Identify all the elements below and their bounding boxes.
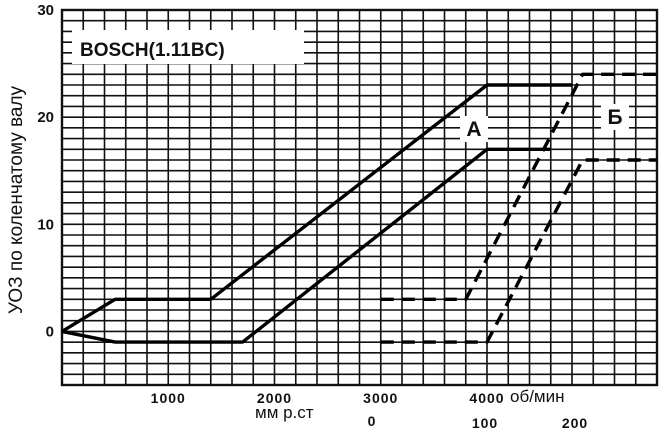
x-vacuum-tick-label: 100 xyxy=(472,415,498,431)
y-axis-title: УОЗ по коленчатому валу xyxy=(6,85,27,314)
x-rpm-tick-label: 3000 xyxy=(363,390,398,406)
series-label: А xyxy=(466,118,481,141)
x-rpm-tick-label: 2000 xyxy=(257,390,292,406)
vacuum-unit-label: мм р.ст xyxy=(255,403,314,422)
series-line-2-1 xyxy=(380,72,657,301)
y-tick-label: 20 xyxy=(37,109,54,126)
y-tick-label: 30 xyxy=(37,2,54,19)
tick-labels: 0 10 20 30 1000 2000 3000 4000 0 100 200 xyxy=(37,2,588,431)
box-label-background xyxy=(72,30,304,64)
series-layer: АБ xyxy=(61,72,657,344)
x-vacuum-tick-label: 0 xyxy=(368,413,377,429)
grid xyxy=(61,9,658,386)
y-tick-label: 0 xyxy=(46,323,54,340)
series-label-background xyxy=(460,116,488,142)
series-line-1-2 xyxy=(61,147,551,344)
y-tick-label: 10 xyxy=(37,216,54,233)
plot-frame xyxy=(60,8,659,387)
x-rpm-tick-label: 1000 xyxy=(151,390,186,406)
box-label-group: BOSCH(1.11BC) xyxy=(72,30,304,64)
box-label: BOSCH(1.11BC) xyxy=(80,40,225,61)
series-label: Б xyxy=(607,106,622,129)
rpm-unit-label: об/мин xyxy=(510,387,565,406)
plot-border xyxy=(60,8,659,387)
x-vacuum-tick-label: 200 xyxy=(562,415,588,431)
x-rpm-tick-label: 4000 xyxy=(469,390,504,406)
series-label-background xyxy=(601,104,629,130)
series-line-1-1 xyxy=(61,83,572,333)
series-line-2-2 xyxy=(380,158,657,344)
